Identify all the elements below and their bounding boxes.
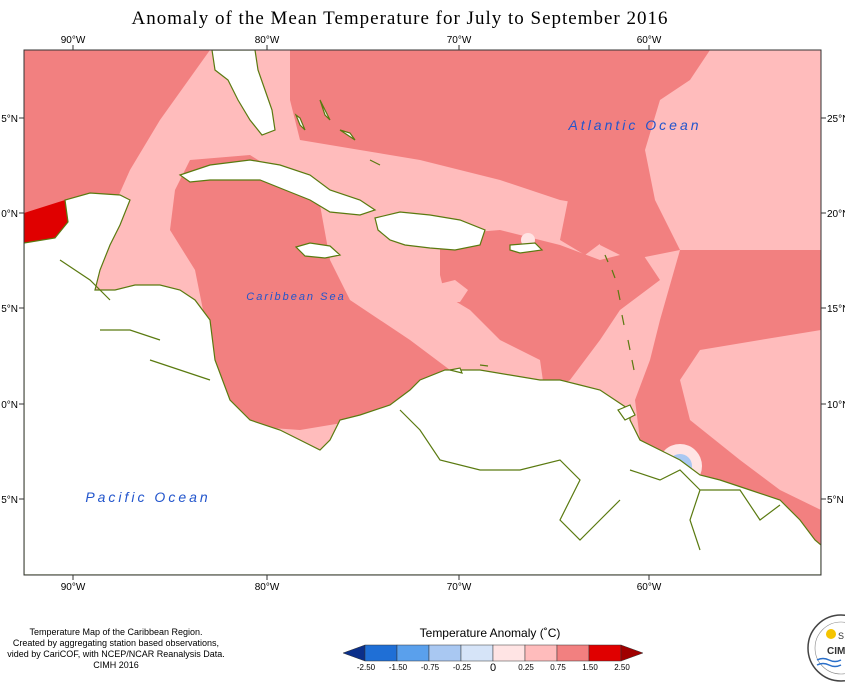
legend-bin xyxy=(364,644,398,662)
legend-tick-label: -2.50 xyxy=(357,663,376,672)
label-caribbean-sea: Caribbean Sea xyxy=(246,291,345,303)
land-florida xyxy=(211,50,276,136)
label-atlantic-ocean: Atlantic Ocean xyxy=(567,117,701,133)
anomaly-zone-yucatan xyxy=(24,200,68,243)
anomaly-zone-islands xyxy=(560,190,605,255)
legend-colorbar xyxy=(342,644,644,662)
credit-text: Temperature Map of the Caribbean Region.… xyxy=(0,627,232,671)
land-central-america xyxy=(24,192,821,575)
anomaly-zone-caribbean-central xyxy=(440,230,660,395)
land-cuba xyxy=(178,159,377,216)
legend-bin xyxy=(492,644,526,662)
lat-label-right: 10°N xyxy=(827,400,845,411)
lat-label-left: 0°N xyxy=(1,400,18,411)
map-frame xyxy=(23,49,822,576)
lat-label-left: 5°N xyxy=(1,114,18,125)
legend-bin xyxy=(556,644,590,662)
lon-label-top: 90°W xyxy=(61,35,86,46)
land-puerto-rico xyxy=(509,242,544,254)
land-border-centam xyxy=(59,259,211,381)
land-bahamas xyxy=(294,99,381,166)
anomaly-zone-light-caribbean xyxy=(435,280,468,302)
lat-label-left: 5°N xyxy=(1,495,18,506)
lon-label-bottom: 90°W xyxy=(61,582,86,593)
label-pacific-ocean: Pacific Ocean xyxy=(85,489,210,505)
map-title: Anomaly of the Mean Temperature for July… xyxy=(131,8,669,29)
lat-label-right: 20°N xyxy=(827,209,845,220)
legend-bin xyxy=(460,644,494,662)
wave-icon xyxy=(816,662,842,668)
lat-label-right: 5°N xyxy=(827,495,844,506)
anomaly-zone-atlantic xyxy=(290,50,710,260)
tick-marks xyxy=(19,45,826,580)
lat-label-left: 0°N xyxy=(1,209,18,220)
lon-label-top: 70°W xyxy=(447,35,472,46)
legend-arrow-left xyxy=(342,644,366,662)
lat-label-right: 15°N xyxy=(827,304,845,315)
legend-tick-label: 0.75 xyxy=(550,663,566,672)
lon-label-top: 60°W xyxy=(637,35,662,46)
legend-tick-label: 0 xyxy=(490,662,496,674)
legend-tick-label: 1.50 xyxy=(582,663,598,672)
lon-label-bottom: 80°W xyxy=(255,582,280,593)
legend-bin xyxy=(428,644,462,662)
land-lesser-antilles xyxy=(604,254,635,371)
land-hispaniola xyxy=(374,211,486,251)
lat-label-left: 5°N xyxy=(1,304,18,315)
legend-arrow-right xyxy=(620,644,644,662)
legend-bin xyxy=(396,644,430,662)
lon-label-bottom: 60°W xyxy=(637,582,662,593)
wave-icon xyxy=(816,657,842,663)
lon-label-top: 80°W xyxy=(255,35,280,46)
cimh-logo: S CIM xyxy=(807,614,845,682)
legend-tick-label: -0.75 xyxy=(421,663,440,672)
legend-tick-label: 0.25 xyxy=(518,663,534,672)
legend-bin xyxy=(524,644,558,662)
land-border-guyana xyxy=(629,469,781,551)
land-border-colombia xyxy=(399,409,621,541)
legend-tick-label: -1.50 xyxy=(389,663,408,672)
lon-label-bottom: 70°W xyxy=(447,582,472,593)
legend-tick-label: -0.25 xyxy=(453,663,472,672)
legend-tick-label: 2.50 xyxy=(614,663,630,672)
land-jamaica xyxy=(294,242,342,259)
logo-side-text: S xyxy=(838,631,844,641)
legend-bin xyxy=(588,644,622,662)
credit-line: Temperature Map of the Caribbean Region. xyxy=(29,627,203,637)
logo-inner-ring xyxy=(814,621,845,675)
anomaly-zone-caribbean-west xyxy=(170,155,450,430)
legend-title: Temperature Anomaly (˚C) xyxy=(419,626,561,640)
land-masses xyxy=(24,50,821,575)
credit-line: CIMH 2016 xyxy=(93,660,139,670)
land-trinidad xyxy=(617,404,636,421)
logo-text: CIM xyxy=(827,646,845,657)
land-abc-islands xyxy=(449,364,489,374)
credit-line: Created by aggregating station based obs… xyxy=(12,638,220,648)
credit-line: vided by CariCOF, with NCEP/NCAR Reanaly… xyxy=(7,649,225,659)
lat-label-right: 25°N xyxy=(827,114,845,125)
sun-icon xyxy=(826,629,836,639)
